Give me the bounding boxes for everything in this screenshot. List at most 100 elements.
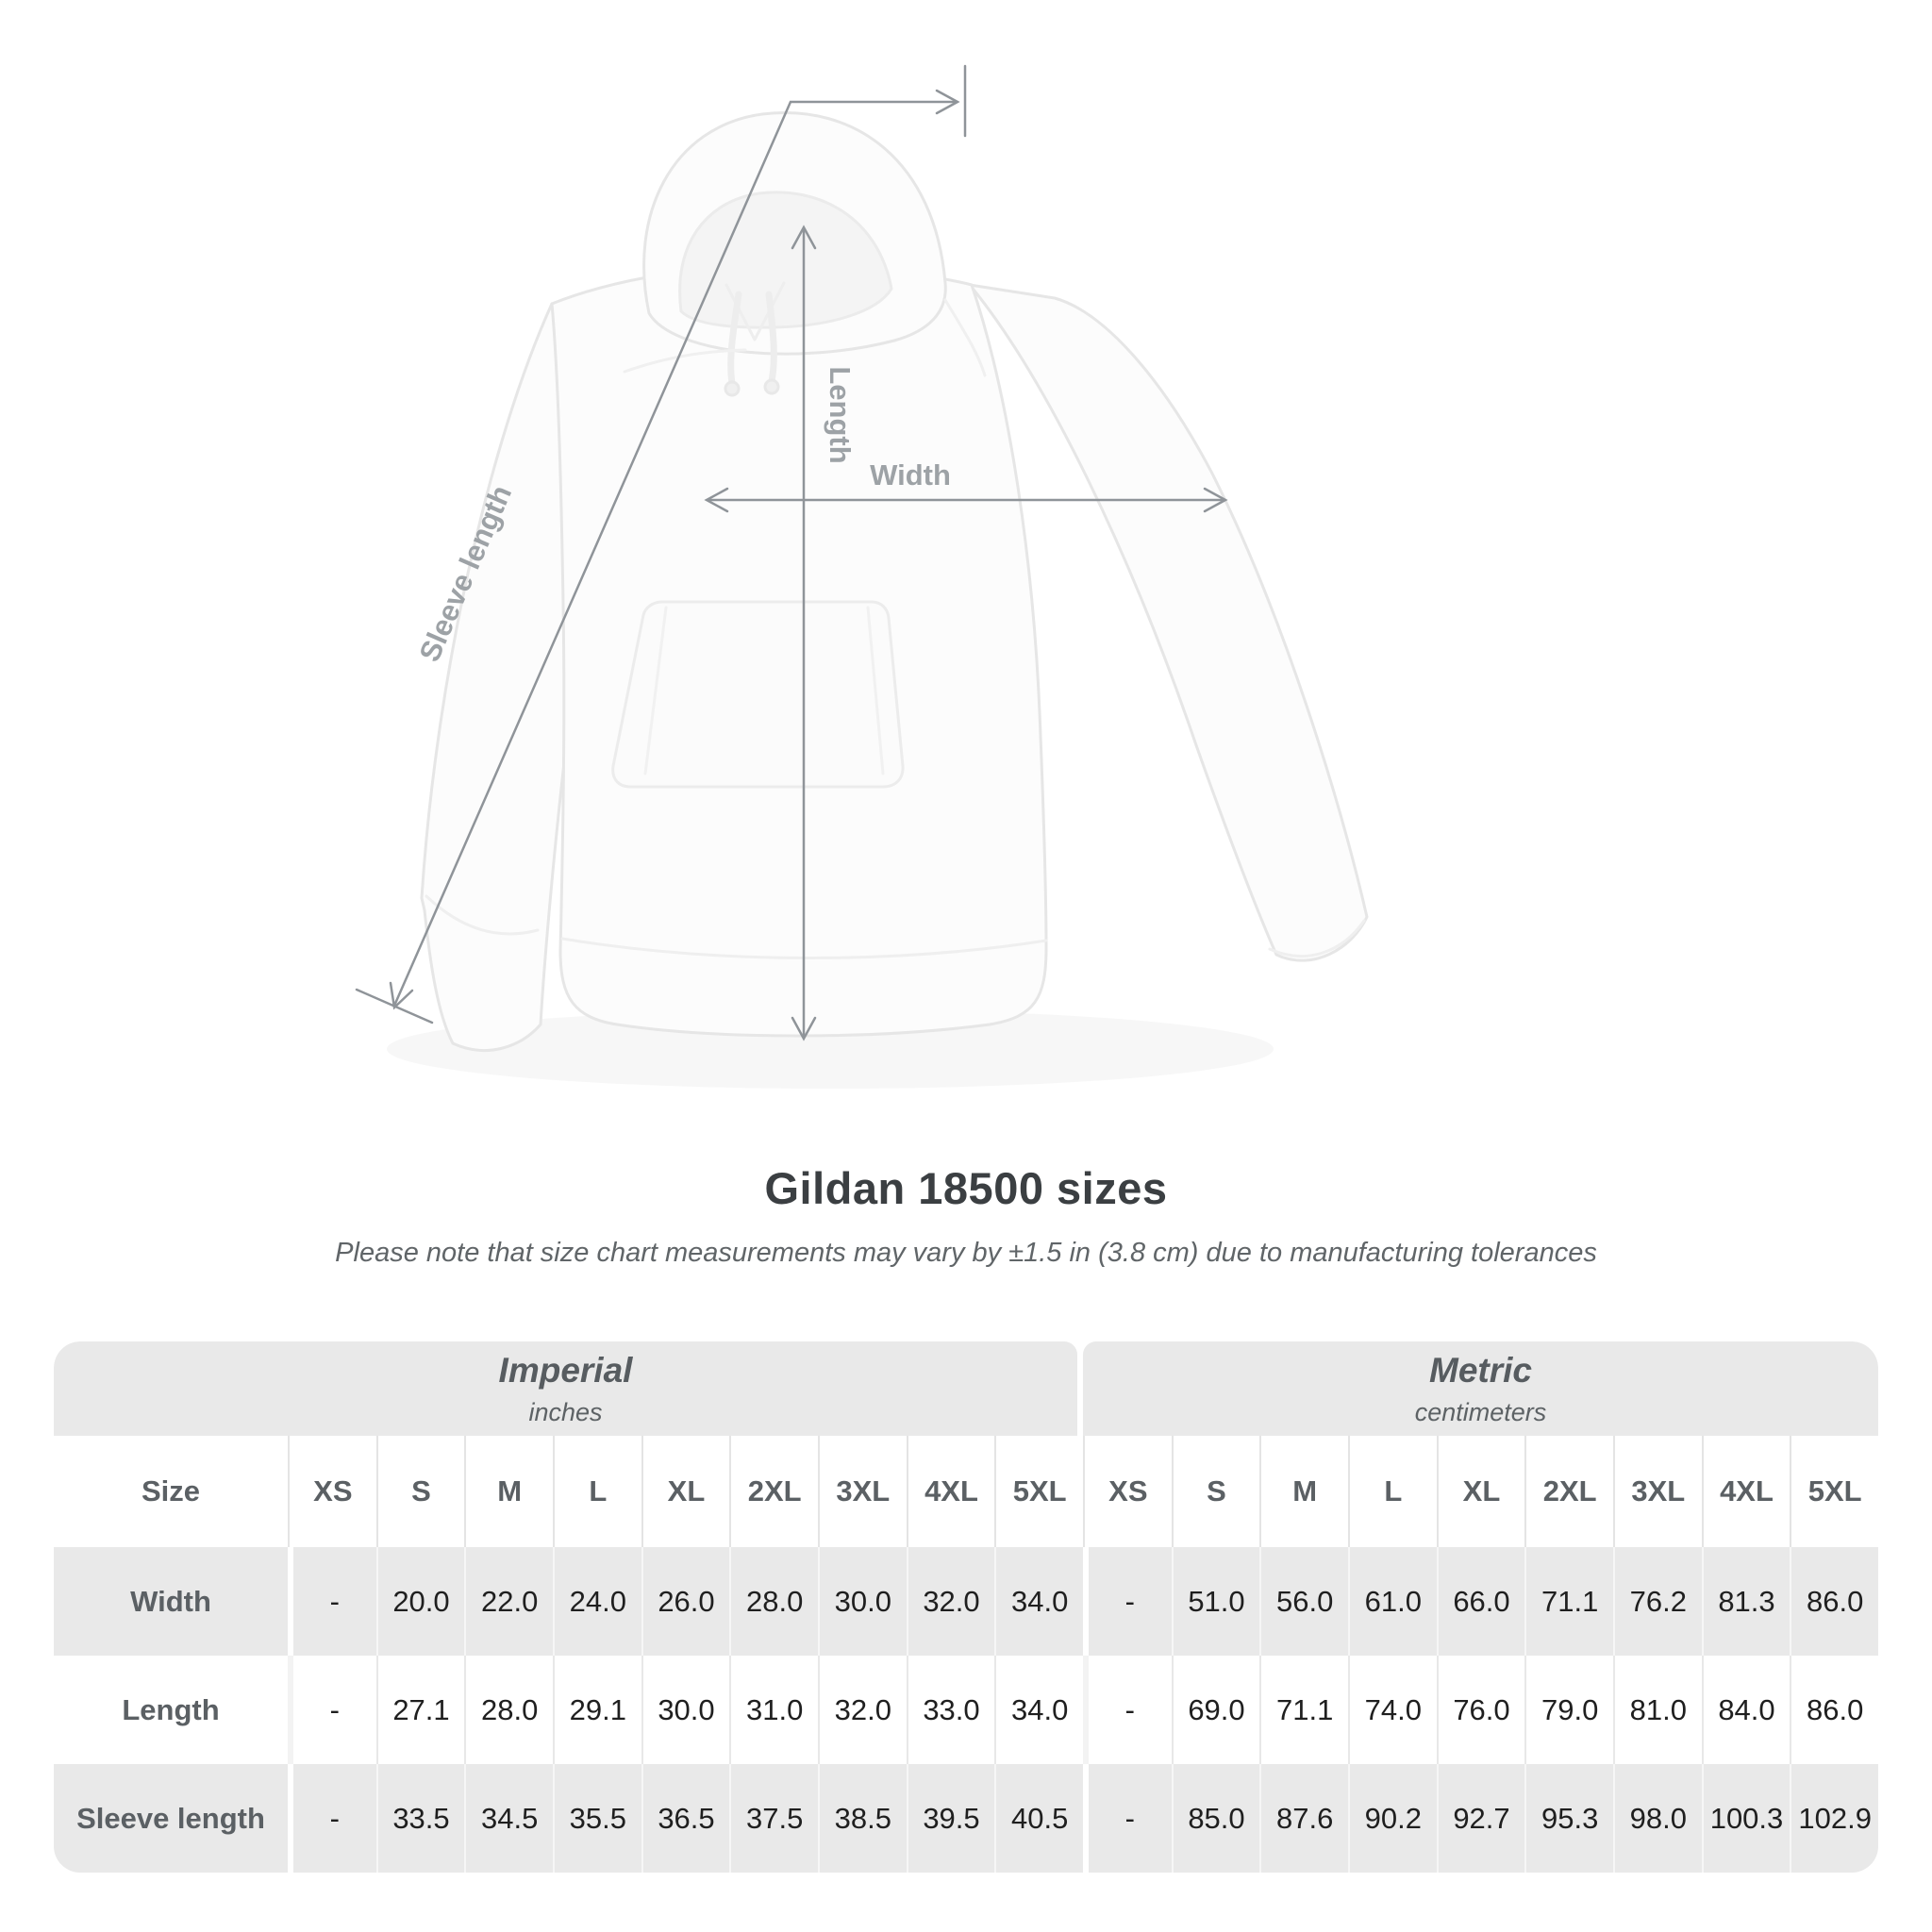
- hoodie-right-sleeve: [968, 283, 1369, 962]
- hoodie-measurement-diagram: Length Width Sleeve length: [355, 64, 1369, 1089]
- size-header: XS: [1082, 1436, 1172, 1547]
- table-value: -: [288, 1764, 376, 1873]
- table-value: 38.5: [817, 1764, 907, 1873]
- table-value: 66.0: [1436, 1547, 1525, 1656]
- table-value: 39.5: [906, 1764, 995, 1873]
- length-arrow: [791, 225, 817, 1041]
- metric-group-unit: centimeters: [1414, 1397, 1547, 1426]
- sleeve-length-arrow: [355, 64, 967, 1024]
- size-corner-header: Size: [141, 1474, 201, 1507]
- table-value: 86.0: [1790, 1656, 1878, 1764]
- measurement-lines: [355, 64, 1228, 1041]
- tolerance-note: Please note that size chart measurements…: [335, 1238, 1597, 1268]
- size-header: XS: [288, 1436, 376, 1547]
- table-value: 102.9: [1790, 1764, 1878, 1873]
- imperial-group-unit: inches: [528, 1397, 603, 1426]
- table-value: 31.0: [729, 1656, 818, 1764]
- length-measure-label: Length: [824, 366, 857, 463]
- table-value: 34.0: [994, 1656, 1083, 1764]
- table-value: 86.0: [1790, 1547, 1878, 1656]
- table-row-sleeve-length: Sleeve length - 33.5 34.5 35.5 36.5 37.5…: [54, 1764, 1878, 1873]
- table-value: 90.2: [1347, 1764, 1437, 1873]
- metric-group-label: Metric: [1429, 1350, 1532, 1390]
- unit-group-row: Imperial inches Metric centimeters: [54, 1341, 1878, 1436]
- table-value: 84.0: [1701, 1656, 1790, 1764]
- size-header: 5XL: [994, 1436, 1083, 1547]
- table-value: 51.0: [1171, 1547, 1260, 1656]
- width-measure-label: Width: [870, 458, 951, 491]
- table-value: 32.0: [817, 1656, 907, 1764]
- table-value: 76.2: [1612, 1547, 1702, 1656]
- size-header: XL: [641, 1436, 730, 1547]
- row-label: Sleeve length: [76, 1801, 265, 1835]
- size-header: 3XL: [1612, 1436, 1702, 1547]
- hoodie-drawstring-right: [765, 291, 777, 385]
- table-row-length: Length - 27.1 28.0 29.1 30.0 31.0 32.0 3…: [54, 1656, 1878, 1764]
- table-value: -: [1082, 1547, 1172, 1656]
- table-value: 81.0: [1612, 1656, 1702, 1764]
- table-value: 26.0: [641, 1547, 730, 1656]
- table-value: 27.1: [375, 1656, 465, 1764]
- table-value: 34.0: [994, 1547, 1083, 1656]
- table-value: 22.0: [464, 1547, 553, 1656]
- table-value: 76.0: [1436, 1656, 1525, 1764]
- size-header: S: [1171, 1436, 1260, 1547]
- table-value: 40.5: [994, 1764, 1083, 1873]
- table-value: 30.0: [641, 1656, 730, 1764]
- size-header: 2XL: [1524, 1436, 1613, 1547]
- table-value: 36.5: [641, 1764, 730, 1873]
- size-header: M: [1259, 1436, 1348, 1547]
- table-value: 33.0: [906, 1656, 995, 1764]
- table-value: 71.1: [1259, 1656, 1348, 1764]
- size-header: 4XL: [906, 1436, 995, 1547]
- table-value: 24.0: [552, 1547, 641, 1656]
- table-value: 28.0: [464, 1656, 553, 1764]
- size-header: 4XL: [1701, 1436, 1790, 1547]
- table-value: 71.1: [1524, 1547, 1613, 1656]
- table-value: 92.7: [1436, 1764, 1525, 1873]
- size-header: L: [552, 1436, 641, 1547]
- table-value: 85.0: [1171, 1764, 1260, 1873]
- table-value: 30.0: [817, 1547, 907, 1656]
- imperial-group-header: Imperial inches: [54, 1341, 1077, 1436]
- table-value: 35.5: [552, 1764, 641, 1873]
- table-value: -: [288, 1547, 376, 1656]
- size-header: 3XL: [817, 1436, 907, 1547]
- table-value: 37.5: [729, 1764, 818, 1873]
- hoodie-pocket: [611, 600, 905, 789]
- table-value: 56.0: [1259, 1547, 1348, 1656]
- table-row-width: Width - 20.0 22.0 24.0 26.0 28.0 30.0 32…: [54, 1547, 1878, 1656]
- row-label: Length: [122, 1692, 220, 1726]
- table-value: 98.0: [1612, 1764, 1702, 1873]
- table-value: 34.5: [464, 1764, 553, 1873]
- page-title: Gildan 18500 sizes: [764, 1163, 1168, 1213]
- metric-group-header: Metric centimeters: [1083, 1341, 1878, 1436]
- table-value: 20.0: [375, 1547, 465, 1656]
- size-header: S: [375, 1436, 465, 1547]
- size-header-row: Size XS S M L XL 2XL 3XL 4XL 5XL XS S M …: [54, 1436, 1878, 1547]
- table-value: 61.0: [1347, 1547, 1437, 1656]
- table-value: -: [288, 1656, 376, 1764]
- hoodie-drawstring-left: [727, 291, 742, 387]
- table-value: 32.0: [906, 1547, 995, 1656]
- table-value: 81.3: [1701, 1547, 1790, 1656]
- table-value: 79.0: [1524, 1656, 1613, 1764]
- size-chart-table: Imperial inches Metric centimeters Size …: [54, 1341, 1878, 1873]
- size-header: L: [1347, 1436, 1437, 1547]
- size-header: 2XL: [729, 1436, 818, 1547]
- table-value: 33.5: [375, 1764, 465, 1873]
- table-value: 69.0: [1171, 1656, 1260, 1764]
- size-header: 5XL: [1790, 1436, 1878, 1547]
- size-header: XL: [1436, 1436, 1525, 1547]
- table-value: 28.0: [729, 1547, 818, 1656]
- table-value: 87.6: [1259, 1764, 1348, 1873]
- table-value: 95.3: [1524, 1764, 1613, 1873]
- imperial-group-label: Imperial: [498, 1350, 633, 1390]
- table-value: -: [1082, 1656, 1172, 1764]
- row-label: Width: [130, 1584, 211, 1618]
- hoodie-shadow: [387, 1009, 1274, 1089]
- table-value: 29.1: [552, 1656, 641, 1764]
- table-value: -: [1082, 1764, 1172, 1873]
- group-divider: [1077, 1341, 1083, 1436]
- hoodie-illustration: [420, 111, 1369, 1052]
